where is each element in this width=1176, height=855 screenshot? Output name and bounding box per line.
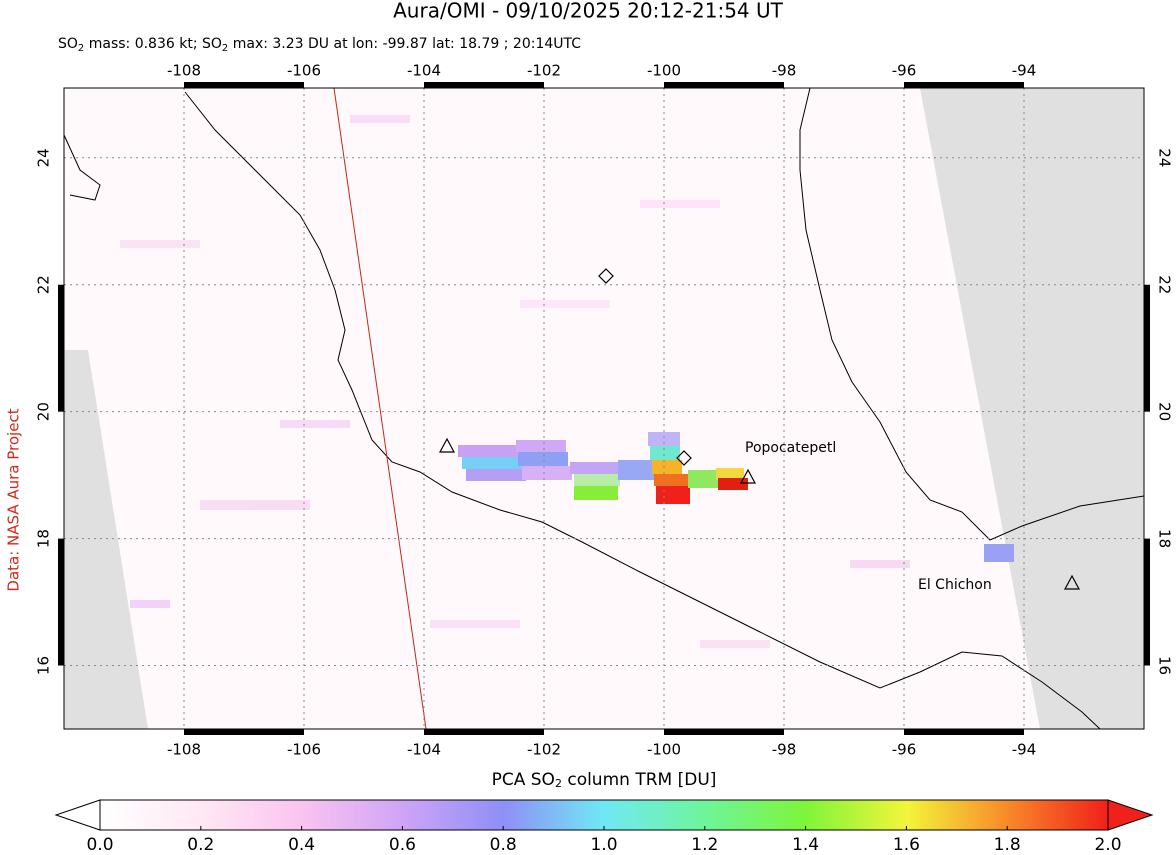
frame-segment bbox=[664, 729, 784, 735]
colorbar-tick-label: 1.8 bbox=[994, 835, 1021, 855]
background-pixels bbox=[120, 115, 910, 648]
colorbar-tick-label: 0.8 bbox=[490, 835, 517, 855]
colorbar-tick-label: 1.0 bbox=[590, 835, 617, 855]
map-frame bbox=[63, 87, 1145, 730]
x-tick-label: -108 bbox=[167, 741, 201, 759]
y-tick-label: 22 bbox=[35, 275, 53, 294]
y-tick-label: 16 bbox=[1156, 656, 1174, 675]
swath-gap bbox=[920, 88, 1144, 729]
colorbar-tick-label: 1.4 bbox=[792, 835, 819, 855]
x-tick-label: -98 bbox=[772, 741, 797, 759]
credit: Data: NASA Aura Project bbox=[5, 408, 23, 591]
y-tick-label: 18 bbox=[35, 529, 53, 548]
x-tick-label: -108 bbox=[167, 62, 201, 80]
map-axes: -108 -108 -106 -106 -104 -104 -102 -102 -100 -100… bbox=[35, 62, 1174, 759]
title: Aura/OMI - 09/10/2025 20:12-21:54 UT bbox=[393, 0, 784, 23]
volcano-label: El Chichon bbox=[918, 577, 992, 593]
colorbar bbox=[99, 799, 1109, 831]
coastline bbox=[64, 88, 1144, 729]
frame-segment bbox=[904, 82, 1024, 88]
colorbar-tick-label: 0.2 bbox=[187, 835, 214, 855]
frame-segment bbox=[664, 82, 784, 88]
x-tick-label: -106 bbox=[287, 741, 321, 759]
colorbar-tick-label: 2.0 bbox=[1094, 835, 1121, 855]
x-tick-label: -98 bbox=[772, 62, 797, 80]
y-tick-label: 24 bbox=[35, 148, 53, 167]
colorbar-tick-label: 1.2 bbox=[691, 835, 718, 855]
y-tick-label: 18 bbox=[1156, 529, 1174, 548]
subtitle: SO2 mass: 0.836 kt; SO2 max: 3.23 DU at … bbox=[58, 36, 581, 54]
frame-segment bbox=[184, 82, 304, 88]
swath-gap bbox=[64, 350, 148, 729]
colorbar-label: PCA SO2 column TRM [DU] bbox=[492, 770, 717, 790]
colorbar-extend-low bbox=[54, 799, 101, 831]
x-tick-label: -102 bbox=[527, 741, 561, 759]
x-tick-label: -94 bbox=[1012, 62, 1037, 80]
colorbar-tick-label: 0.6 bbox=[389, 835, 416, 855]
frame-segment bbox=[58, 538, 64, 666]
x-tick-label: -104 bbox=[407, 741, 441, 759]
colorbar-extend-high bbox=[1107, 799, 1154, 831]
y-tick-label: 16 bbox=[35, 656, 53, 675]
x-tick-label: -94 bbox=[1012, 741, 1037, 759]
x-tick-label: -96 bbox=[892, 62, 917, 80]
colorbar-tick-label: 0.0 bbox=[86, 835, 113, 855]
x-tick-label: -96 bbox=[892, 741, 917, 759]
x-tick-label: -100 bbox=[647, 741, 681, 759]
colorbar-tick-label: 1.6 bbox=[893, 835, 920, 855]
volcano-markers bbox=[438, 268, 1081, 590]
y-tick-label: 20 bbox=[1156, 402, 1174, 421]
frame-segment bbox=[58, 284, 64, 412]
colorbar-axis: 0.0 0.2 0.4 0.6 0.8 1.0 1.2 1.4 1.6 1.8 2.0 bbox=[86, 826, 1122, 855]
x-tick-label: -102 bbox=[527, 62, 561, 80]
x-tick-label: -100 bbox=[647, 62, 681, 80]
frame-segment bbox=[1144, 538, 1150, 666]
so2-plume bbox=[458, 432, 1014, 562]
frame-segment bbox=[184, 729, 304, 735]
volcano-label: Popocatepetl bbox=[745, 440, 836, 456]
colorbar-tick-label: 0.4 bbox=[288, 835, 315, 855]
frame-segment bbox=[424, 729, 544, 735]
y-tick-label: 22 bbox=[1156, 275, 1174, 294]
frame-segment bbox=[904, 729, 1024, 735]
orbit-track bbox=[333, 88, 427, 729]
x-tick-label: -106 bbox=[287, 62, 321, 80]
y-tick-label: 20 bbox=[35, 402, 53, 421]
x-tick-label: -104 bbox=[407, 62, 441, 80]
frame-segment bbox=[424, 82, 544, 88]
frame-segment bbox=[1144, 284, 1150, 412]
y-tick-label: 24 bbox=[1156, 148, 1174, 167]
map-area bbox=[64, 88, 1144, 729]
